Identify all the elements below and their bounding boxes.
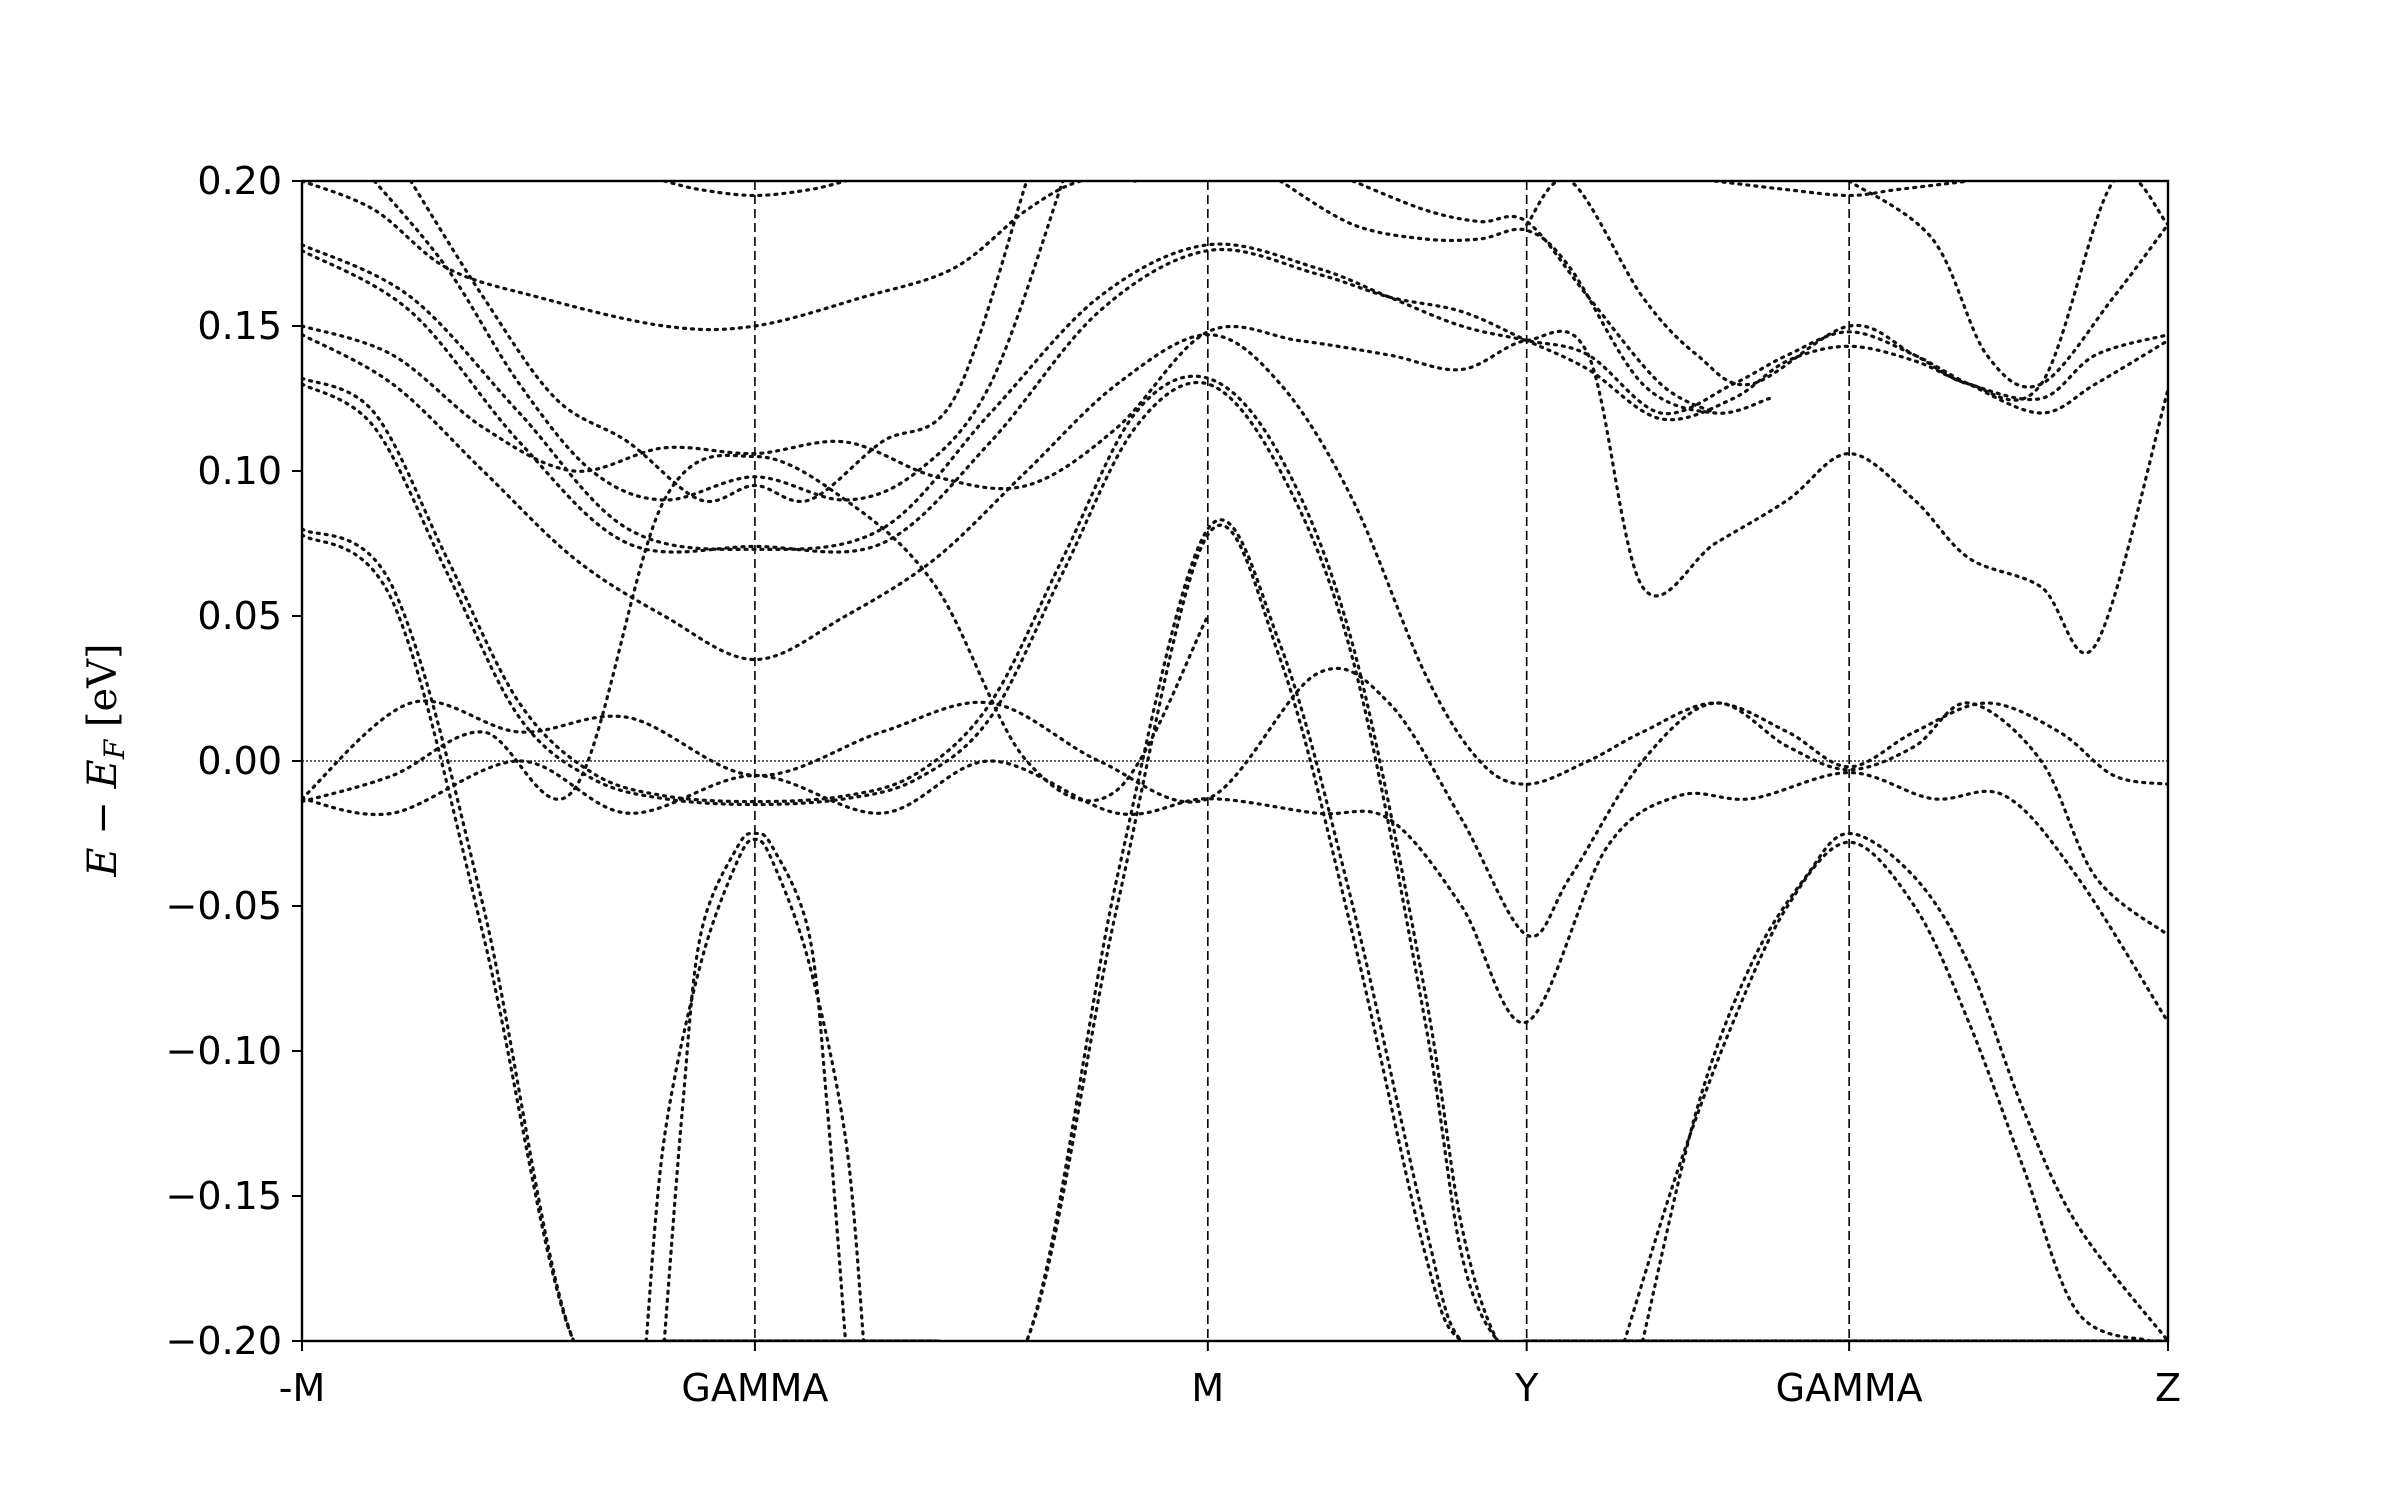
y-axis: −0.20 −0.15 −0.10 −0.05 0.00 0.05 0.10 0.15 0.20: [166, 159, 302, 1363]
y-tick-label: 0.00: [197, 739, 282, 783]
y-tick-label: −0.10: [166, 1029, 282, 1073]
x-tick-label: GAMMA: [1776, 1366, 1923, 1410]
band-line: [1525, 181, 2168, 402]
y-tick-label: 0.05: [197, 594, 282, 638]
band-line: [1278, 181, 1771, 415]
x-tick-label: -M: [279, 1366, 326, 1410]
y-axis-title-main: E − E: [80, 759, 126, 877]
band-line: [1713, 181, 1971, 198]
bands: [302, 181, 2168, 1341]
band-line: [302, 247, 2168, 554]
band-line: [302, 324, 2168, 655]
x-tick-label: M: [1191, 1366, 1224, 1410]
y-tick-label: −0.15: [166, 1174, 282, 1218]
x-axis: -M GAMMA M Y GAMMA Z: [279, 1341, 2181, 1410]
band-line: [302, 333, 2168, 786]
band-line: [302, 518, 2168, 1341]
band-line: [302, 453, 1210, 804]
band-line: [409, 181, 1029, 503]
band-line: [302, 381, 1529, 1341]
band-line: [644, 837, 866, 1341]
band-line: [372, 181, 1065, 502]
y-tick-label: 0.20: [197, 159, 282, 203]
x-tick-label: Z: [2155, 1366, 2181, 1410]
band-line: [302, 374, 1529, 1341]
y-tick-label: −0.05: [166, 884, 282, 928]
y-axis-title-sub: F: [98, 738, 131, 760]
band-line: [1351, 181, 1717, 415]
plot-area: [300, 179, 2170, 1343]
y-axis-title: E − EF [eV]: [80, 643, 131, 877]
band-line: [1847, 181, 2168, 389]
x-tick-label: GAMMA: [681, 1366, 828, 1410]
x-tick-label: Y: [1514, 1366, 1539, 1410]
y-tick-label: 0.10: [197, 449, 282, 493]
y-tick-label: −0.20: [166, 1319, 282, 1363]
band-line: [302, 666, 2168, 939]
band-line: [302, 759, 2168, 1025]
band-line: [302, 181, 1137, 332]
band-line: [302, 242, 2168, 551]
y-tick-label: 0.15: [197, 304, 282, 348]
band-line: [302, 523, 2168, 1341]
band-line: [1622, 840, 2152, 1341]
band-line: [662, 181, 848, 198]
band-line: [1641, 831, 2168, 1341]
band-line: [662, 831, 848, 1341]
y-axis-title-unit: [eV]: [80, 643, 126, 739]
